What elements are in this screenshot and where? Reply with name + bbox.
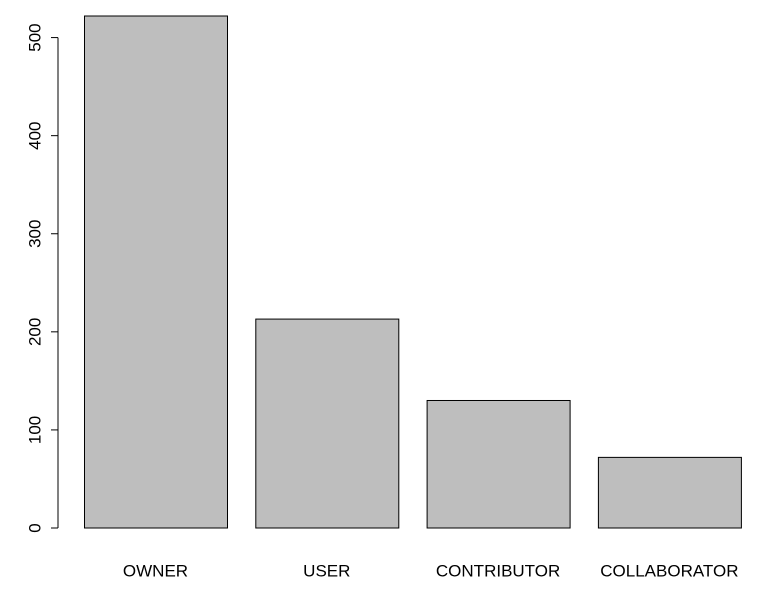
y-tick-label: 400	[25, 121, 44, 149]
bar	[597, 456, 742, 529]
y-tick-label: 100	[25, 416, 44, 444]
x-tick-label: COLLABORATOR	[600, 561, 738, 580]
bar	[255, 318, 400, 529]
x-tick-label: CONTRIBUTOR	[436, 561, 560, 580]
bar	[84, 15, 228, 529]
x-tick-label: OWNER	[123, 561, 188, 580]
y-tick-label: 300	[25, 220, 44, 248]
x-tick-label: USER	[303, 561, 350, 580]
y-tick-label: 500	[25, 23, 44, 51]
y-tick-label: 0	[25, 523, 44, 532]
y-tick-label: 200	[25, 318, 44, 346]
bar	[426, 399, 571, 529]
